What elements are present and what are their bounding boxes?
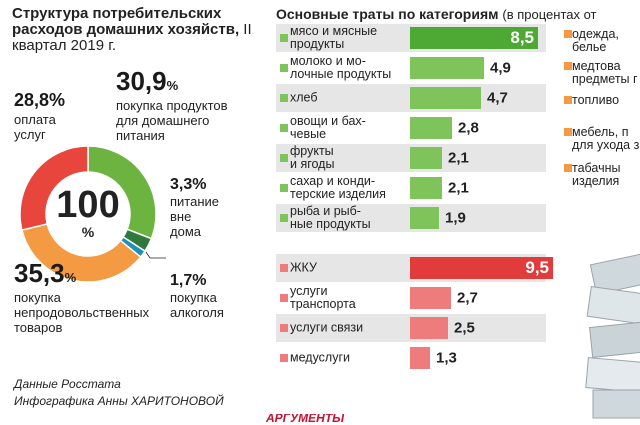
bar <box>410 147 442 169</box>
bar-row: мясо и мясные продукты 8,5 <box>276 24 546 52</box>
bar-row: медуслуги 1,3 <box>276 344 546 372</box>
side-category-item: мебель, п для ухода за <box>560 126 640 152</box>
segment-label-services: оплата услуг <box>14 112 56 142</box>
bar-value-label: 2,1 <box>448 179 469 197</box>
bar-row-square <box>280 324 288 332</box>
bar-category-label: фрукты и ягоды <box>290 144 335 171</box>
bar <box>410 177 442 199</box>
segment-label-nonfood: покупка непродовольственных товаров <box>14 290 150 335</box>
donut-center-value: 100 <box>56 184 120 226</box>
bar <box>410 287 451 309</box>
bar-row: хлеб 4,7 <box>276 84 546 112</box>
bar-row: фрукты и ягоды 2,1 <box>276 144 546 172</box>
bar-row: услуги связи 2,5 <box>276 314 546 342</box>
side-category-item: одежда, белье <box>560 28 640 54</box>
side-category-square <box>564 96 572 104</box>
bar-category-label: сахар и конди-терские изделия <box>290 174 386 201</box>
bar-row-square <box>280 354 288 362</box>
bar-row-square <box>280 34 288 42</box>
bar-row-square <box>280 124 288 132</box>
bar-row-square <box>280 264 288 272</box>
side-category-label: одежда, белье <box>572 28 619 54</box>
bar-row: молоко и мо-лочные продукты 4,9 <box>276 54 546 82</box>
bar-row: сахар и конди-терские изделия 2,1 <box>276 174 546 202</box>
bar-category-label: мясо и мясные продукты <box>290 24 378 51</box>
bar-row-square <box>280 214 288 222</box>
bar-category-label: хлеб <box>290 90 318 105</box>
side-category-list: одежда, белье медтова предметы г топливо мебе… <box>560 24 640 194</box>
segment-value-eating-out: 3,3% <box>170 176 207 193</box>
bar <box>410 317 448 339</box>
side-category-label: медтова предметы г <box>572 60 638 86</box>
bar <box>410 87 481 109</box>
bar <box>410 207 439 229</box>
bar-category-label: овощи и бах-чевые <box>290 114 366 141</box>
donut-chart <box>19 145 157 283</box>
donut-center-unit: % <box>81 224 95 240</box>
bar-row-square <box>280 94 288 102</box>
bar-value-label: 8,5 <box>510 28 534 47</box>
brand-logo: АРГУМЕНТЫ <box>266 414 345 425</box>
bar <box>410 27 538 49</box>
side-category-label: мебель, п для ухода за <box>572 126 640 152</box>
side-category-square <box>564 30 572 38</box>
credit-source: Данные Росстата <box>14 377 121 391</box>
bar-value-label: 1,3 <box>436 349 457 367</box>
bar-value-label: 4,7 <box>487 89 508 107</box>
bar-category-label: рыба и рыб-ные продукты <box>290 204 371 231</box>
segment-value-services: 28,8% <box>14 90 66 110</box>
bar-value-label: 2,5 <box>454 319 475 337</box>
donut-center-label: 100 % <box>48 186 128 240</box>
bar-row: овощи и бах-чевые 2,8 <box>276 114 546 142</box>
footer-strip: АРГУМЕНТЫ <box>260 414 640 425</box>
bar <box>410 57 484 79</box>
donut-slice-services <box>19 145 89 231</box>
bar-value-label: 2,8 <box>458 119 479 137</box>
bar-chart-title-text: Основные траты по категориям <box>276 6 499 22</box>
bar-row-square <box>280 294 288 302</box>
chart-title: Структура потребительских расходов домаш… <box>12 6 252 54</box>
chart-title-text: Структура потребительских расходов домаш… <box>12 5 240 38</box>
side-category-square <box>564 128 572 136</box>
side-category-square <box>564 164 572 172</box>
segment-label-food-home: покупка продуктов для домашнего питания <box>116 98 228 143</box>
segment-value-food-home: 30,9% <box>116 66 179 96</box>
bar-row-square <box>280 64 288 72</box>
bar-row: услуги транспорта 2,7 <box>276 284 546 312</box>
bar-row-square <box>280 154 288 162</box>
bar-row: ЖКУ 9,5 <box>276 254 553 282</box>
bar-category-label: ЖКУ <box>290 260 317 275</box>
bar-value-label: 9,5 <box>525 258 549 277</box>
bar-category-label: услуги транспорта <box>290 284 356 311</box>
side-category-item: табачны изделия <box>560 162 640 188</box>
bar-chart: мясо и мясные продукты 8,5 молоко и мо-лочн… <box>276 24 561 419</box>
credit-author: Инфографика Анны ХАРИТОНОВОЙ <box>14 394 224 408</box>
side-category-item: медтова предметы г <box>560 60 640 86</box>
bar-category-label: молоко и мо-лочные продукты <box>290 54 392 81</box>
side-category-label: топливо <box>572 94 620 107</box>
money-stack-image <box>585 250 640 419</box>
bar <box>410 117 452 139</box>
bar-category-label: медуслуги <box>290 350 351 365</box>
bar <box>410 257 553 279</box>
segment-label-eating-out: питание вне дома <box>170 194 220 239</box>
bar-value-label: 2,7 <box>457 289 478 307</box>
bar-chart-title-note: (в процентах от <box>502 7 597 22</box>
bar <box>410 347 430 369</box>
segment-value-alcohol: 1,7% <box>170 272 207 289</box>
side-category-square <box>564 62 572 70</box>
segment-value-nonfood: 35,3% <box>14 258 77 288</box>
credits: Данные Росстата Инфографика Анны ХАРИТОН… <box>14 376 224 410</box>
bar-value-label: 2,1 <box>448 149 469 167</box>
bar-row-square <box>280 184 288 192</box>
bar-value-label: 1,9 <box>445 209 466 227</box>
bar-value-label: 4,9 <box>490 59 511 77</box>
bar-category-label: услуги связи <box>290 320 364 335</box>
bar-row: рыба и рыб-ные продукты 1,9 <box>276 204 546 232</box>
bar-chart-title: Основные траты по категориям (в процента… <box>276 6 640 22</box>
side-category-item: топливо <box>560 94 640 107</box>
side-category-label: табачны изделия <box>572 162 621 188</box>
chart-period: II квартал 2019 г. <box>12 21 252 54</box>
segment-label-alcohol: покупка алкоголя <box>170 290 224 320</box>
